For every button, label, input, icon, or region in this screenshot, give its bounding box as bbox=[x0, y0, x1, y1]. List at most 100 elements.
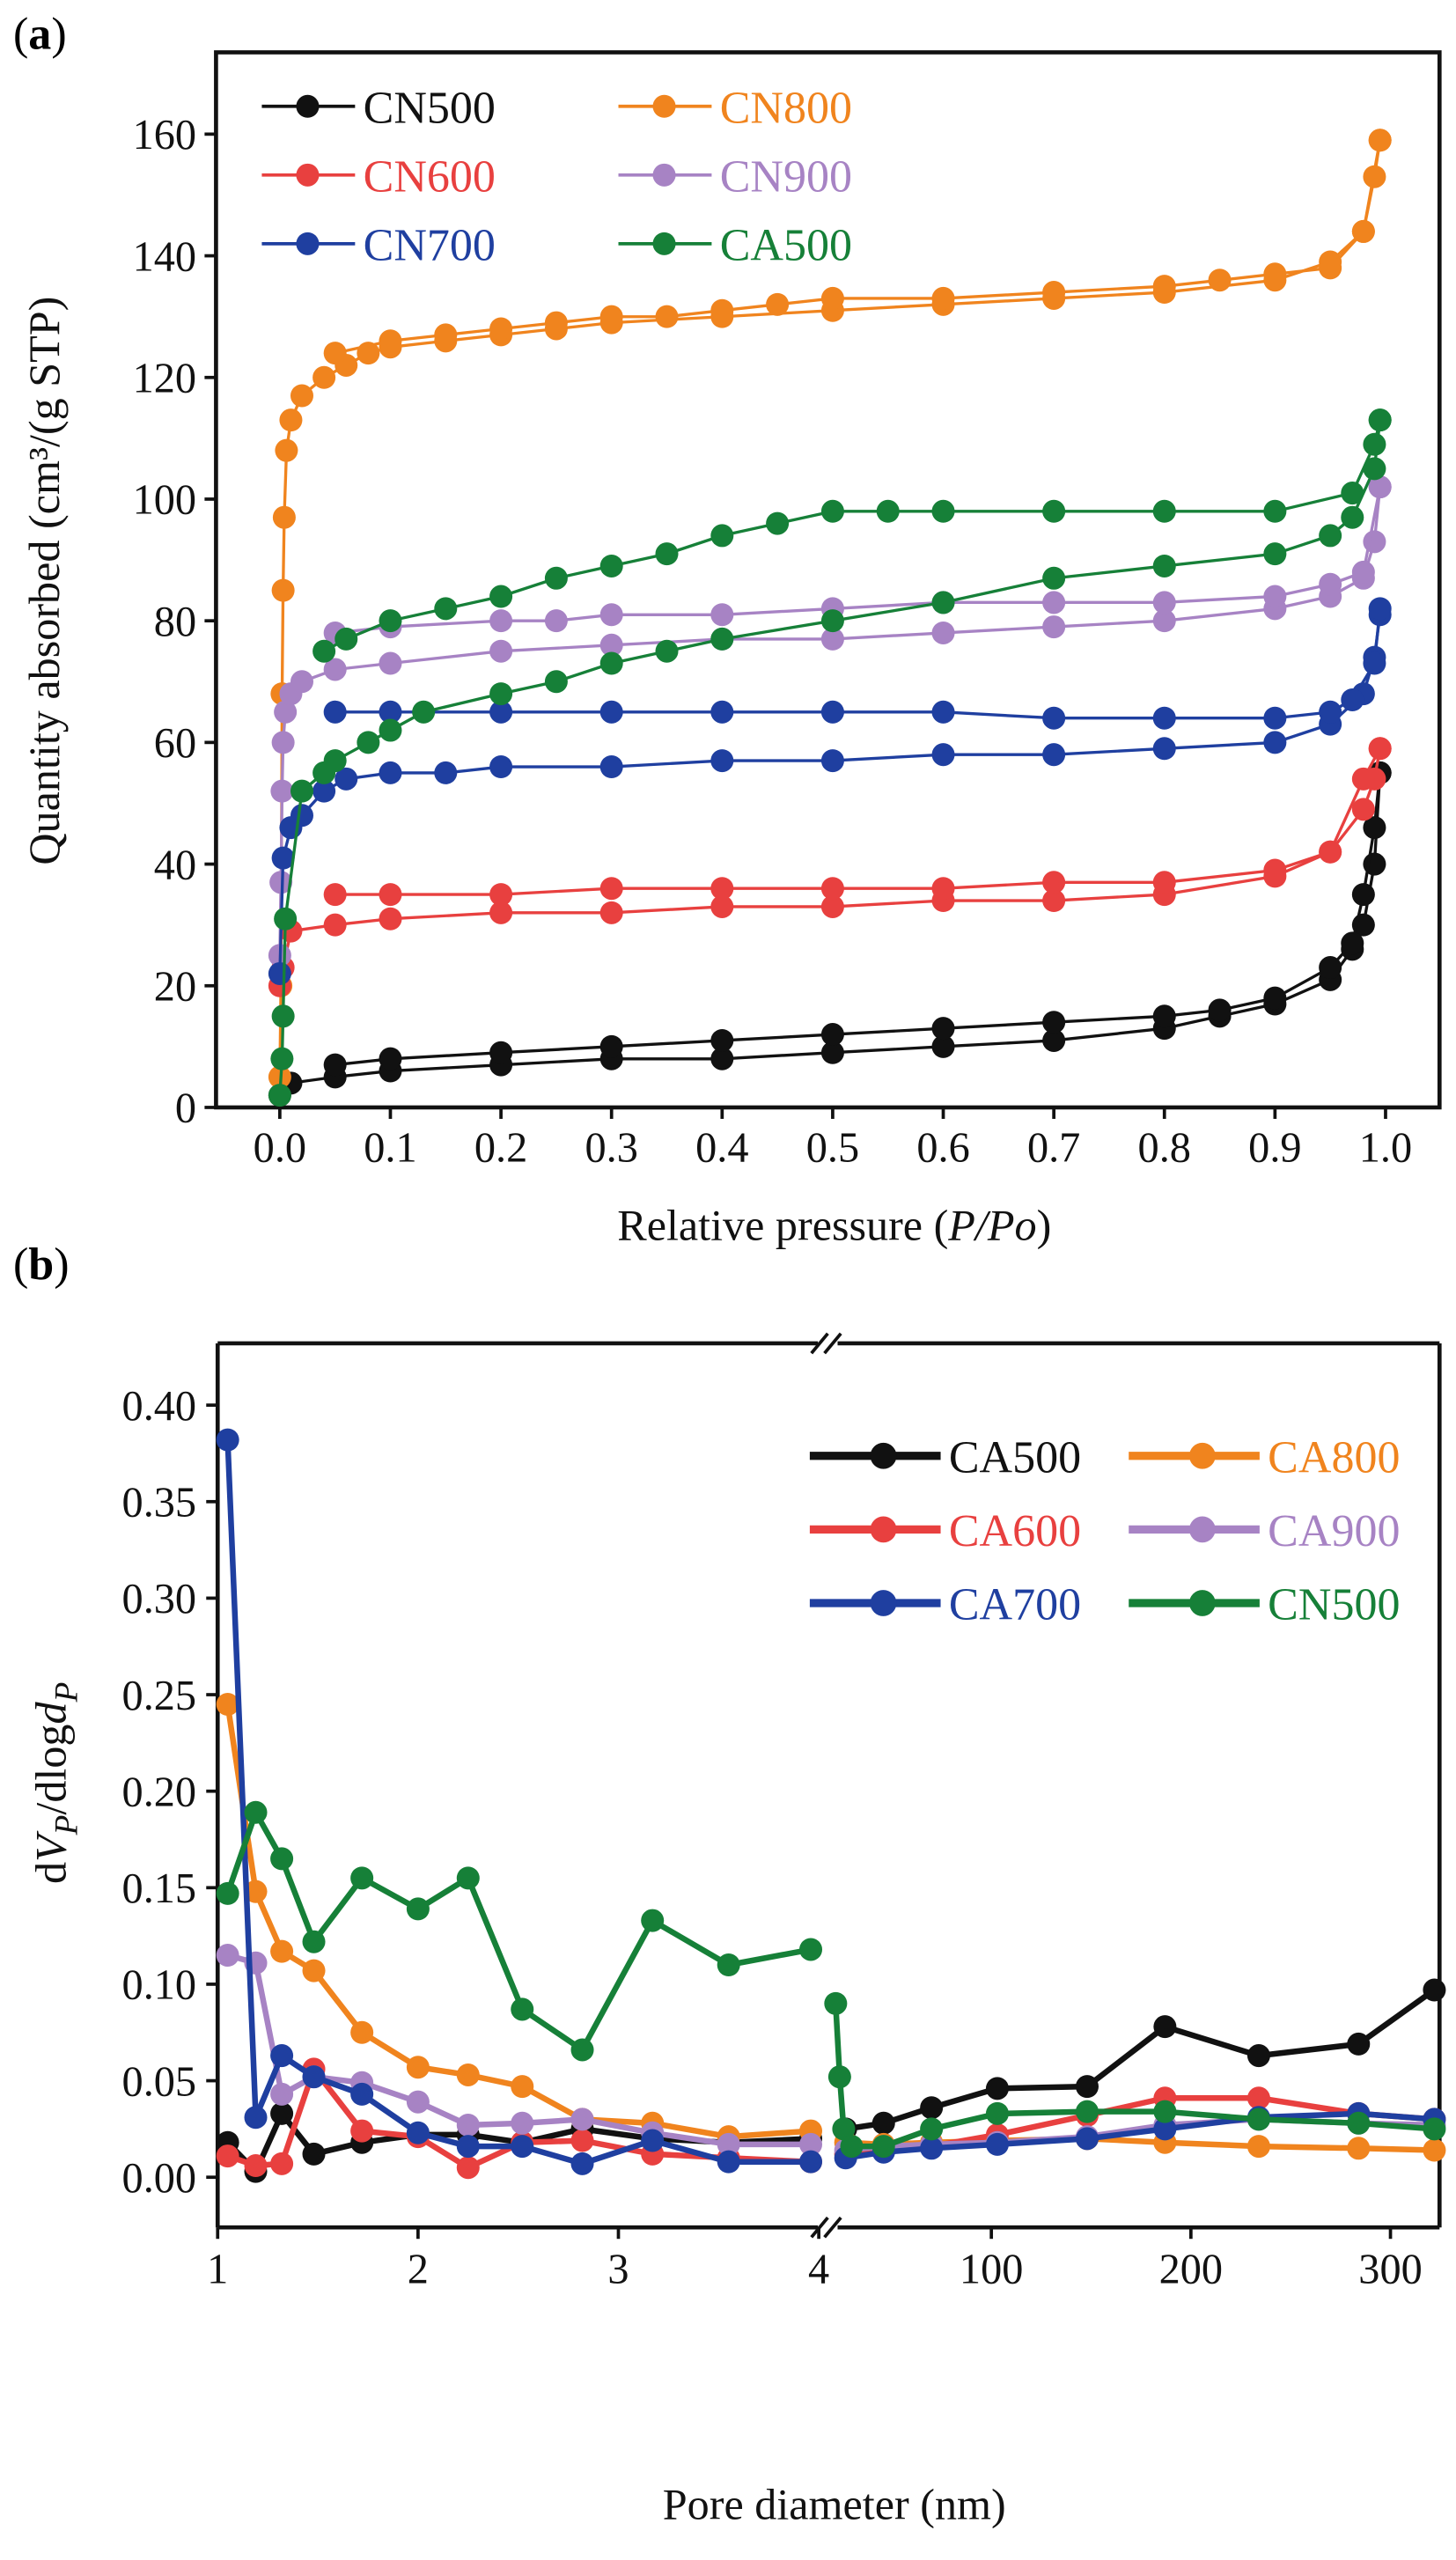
point-CA600 bbox=[456, 2156, 480, 2180]
y-tick-label-a: 120 bbox=[133, 355, 196, 401]
legend-marker-CA700 bbox=[870, 1590, 897, 1616]
point-CN500 bbox=[717, 1953, 740, 1977]
point-CA800 bbox=[302, 1959, 326, 1983]
x-axis-label-a: Relative pressure (P/Po) bbox=[617, 1200, 1051, 1249]
point-CN900 bbox=[1042, 615, 1066, 639]
y-tick-label-a: 80 bbox=[154, 599, 196, 645]
panel-a-label: (a) bbox=[13, 10, 67, 60]
legend-marker-CA600 bbox=[870, 1516, 897, 1543]
point-CA700 bbox=[456, 2135, 480, 2159]
point-CN500 bbox=[985, 2101, 1009, 2125]
x-axis-label-a-part: ) bbox=[1037, 1200, 1052, 1249]
point-CA500 bbox=[1319, 524, 1342, 548]
y-tick-label-b: 0.20 bbox=[122, 1769, 197, 1815]
point-CA500 bbox=[1368, 408, 1392, 432]
series-CN500 bbox=[268, 761, 1392, 1107]
point-CA500 bbox=[1153, 2015, 1177, 2039]
point-CA500 bbox=[766, 511, 790, 535]
point-CN900 bbox=[599, 633, 623, 657]
point-CA600 bbox=[244, 2154, 268, 2178]
point-CN600 bbox=[1368, 737, 1392, 761]
point-CN900 bbox=[1368, 475, 1392, 499]
panel-a: (a) 0.0 0.1 0.2 0.3 0.4 0.5 0.6 0.7 0.8 0.9 1.0 0 20… bbox=[13, 10, 1442, 1249]
point-CN600 bbox=[1263, 858, 1287, 882]
series-CA500 bbox=[268, 408, 1392, 1107]
legend-marker-CN500 bbox=[296, 94, 320, 118]
point-CA500 bbox=[335, 627, 358, 651]
point-CA700 bbox=[406, 2121, 430, 2144]
point-CN700 bbox=[599, 700, 623, 724]
point-CA500 bbox=[1152, 554, 1176, 577]
legend-marker-CA500 bbox=[652, 232, 676, 255]
point-CN600 bbox=[1351, 798, 1375, 821]
legend-marker-CN900 bbox=[652, 163, 676, 187]
point-CN500 bbox=[1246, 2108, 1270, 2131]
point-CA900 bbox=[216, 1944, 239, 1968]
point-CA900 bbox=[717, 2132, 740, 2156]
point-CA800 bbox=[1423, 2138, 1446, 2162]
point-CN900 bbox=[323, 658, 347, 681]
point-CN800 bbox=[313, 365, 336, 389]
point-CN500 bbox=[1351, 883, 1375, 907]
point-CN700 bbox=[820, 700, 844, 724]
point-CN500 bbox=[840, 2135, 864, 2159]
point-CN700 bbox=[931, 743, 955, 767]
axis-break-mark bbox=[823, 1332, 842, 1355]
point-CA700 bbox=[799, 2150, 823, 2174]
point-CN500 bbox=[799, 1938, 823, 1961]
x-tick-label-b: 300 bbox=[1358, 2246, 1422, 2292]
point-CA500 bbox=[412, 700, 436, 724]
point-CN500 bbox=[1319, 956, 1342, 980]
point-CN700 bbox=[379, 761, 402, 784]
point-CN700 bbox=[1341, 688, 1364, 712]
point-CN500 bbox=[599, 1034, 623, 1058]
point-CN700 bbox=[599, 754, 623, 779]
point-CN500 bbox=[216, 1881, 239, 1905]
series-CN500 bbox=[216, 1800, 1446, 2159]
x-tick-label-a: 1.0 bbox=[1359, 1124, 1412, 1171]
x-tick-label-a: 0.2 bbox=[474, 1124, 527, 1171]
x-tick-label-a: 0.8 bbox=[1138, 1124, 1191, 1171]
y-tick-label-b: 0.15 bbox=[122, 1865, 197, 1912]
point-CN500 bbox=[827, 2065, 851, 2089]
point-CA700 bbox=[216, 1428, 239, 1452]
legend-marker-CN600 bbox=[296, 163, 320, 187]
y-label-b-sub: P bbox=[48, 1815, 85, 1836]
point-CN600 bbox=[1152, 871, 1176, 894]
point-CA500 bbox=[489, 585, 513, 608]
point-CA900 bbox=[799, 2132, 823, 2156]
point-CA500 bbox=[1363, 457, 1386, 481]
legend-marker-CN800 bbox=[652, 94, 676, 118]
point-CN700 bbox=[434, 761, 458, 784]
point-CN700 bbox=[271, 846, 295, 870]
x-tick-label-a: 0.6 bbox=[916, 1124, 969, 1171]
point-CA500 bbox=[1363, 432, 1386, 456]
point-CN500 bbox=[270, 1847, 294, 1871]
point-CA800 bbox=[350, 2020, 374, 2044]
point-CN500 bbox=[710, 1047, 734, 1070]
series-CN900 bbox=[268, 475, 1392, 967]
point-CN500 bbox=[570, 2038, 594, 2062]
point-CN500 bbox=[832, 2117, 856, 2141]
y-label-b-part: d bbox=[26, 1862, 75, 1884]
point-CN800 bbox=[489, 317, 513, 341]
point-CN700 bbox=[1363, 651, 1386, 675]
legend-label-CA800: CA800 bbox=[1268, 1432, 1400, 1482]
point-CN600 bbox=[931, 877, 955, 901]
legend-label-CA500: CA500 bbox=[949, 1432, 1081, 1482]
point-CA500 bbox=[270, 2101, 294, 2125]
point-CA600 bbox=[270, 2152, 294, 2175]
y-tick-label-a: 40 bbox=[154, 842, 196, 888]
point-CN800 bbox=[710, 298, 734, 322]
point-CA600 bbox=[570, 2129, 594, 2152]
point-CN900 bbox=[1152, 609, 1176, 633]
point-CN800 bbox=[820, 286, 844, 310]
point-CA500 bbox=[1341, 482, 1364, 505]
point-CN700 bbox=[1152, 737, 1176, 761]
x-tick-label-b: 3 bbox=[607, 2246, 629, 2292]
point-CA500 bbox=[271, 1004, 295, 1028]
x-tick-label-a: 0.9 bbox=[1248, 1124, 1301, 1171]
point-CA500 bbox=[313, 639, 336, 663]
point-CN500 bbox=[1347, 2111, 1371, 2135]
